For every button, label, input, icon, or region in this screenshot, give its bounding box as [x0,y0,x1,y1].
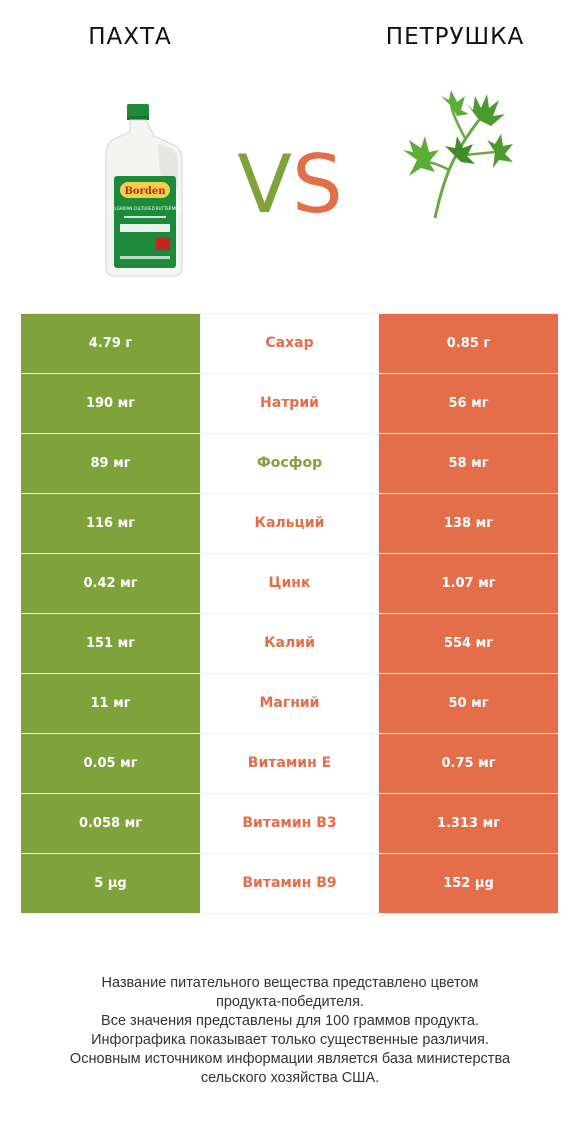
footnote-line: Название питательного вещества представл… [101,975,479,991]
jug-brand: Borden [124,186,166,197]
table-row: 4.79 г Сахар 0.85 г [21,314,558,373]
right-product-title: ПЕТРУШКА [385,24,525,50]
left-value: 116 мг [21,494,200,553]
nutrient-name: Витамин B3 [201,794,378,853]
footnote-line: Все значения представлены для 100 граммо… [101,1013,479,1029]
right-value: 152 µg [379,854,558,913]
nutrient-name: Магний [201,674,378,733]
footnote-line: сельского хозяйства США. [200,1070,380,1086]
right-value: 58 мг [379,434,558,493]
nutrient-name: Цинк [201,554,378,613]
table-row: 0.05 мг Витамин E 0.75 мг [21,734,558,793]
left-value: 5 µg [21,854,200,913]
right-value: 50 мг [379,674,558,733]
vs-v: V [237,138,292,231]
vs-s: S [291,138,343,231]
right-value: 56 мг [379,374,558,433]
right-value: 1.07 мг [379,554,558,613]
footnote-line: продукта-победителя. [215,994,365,1010]
nutrient-name: Натрий [201,374,378,433]
vs-label: VS [220,140,360,230]
nutrient-name: Витамин E [201,734,378,793]
nutrient-name: Фосфор [201,434,378,493]
left-value: 151 мг [21,614,200,673]
parsley-sprig-image [403,90,513,219]
right-value: 0.75 мг [379,734,558,793]
jug-label-text: BULGARIAN CULTURED BUTTERMILK [109,206,182,211]
left-value: 4.79 г [21,314,200,373]
table-row: 5 µg Витамин B9 152 µg [21,854,558,913]
right-value: 554 мг [379,614,558,673]
left-value: 0.42 мг [21,554,200,613]
left-value: 0.058 мг [21,794,200,853]
left-value: 89 мг [21,434,200,493]
footnote-line: Инфографика показывает только существенн… [91,1032,489,1048]
nutrient-name: Кальций [201,494,378,553]
left-value: 190 мг [21,374,200,433]
left-value: 0.05 мг [21,734,200,793]
nutrient-name: Витамин B9 [201,854,378,913]
footnote-line: Основным источником информации является … [69,1051,511,1067]
table-row: 89 мг Фосфор 58 мг [21,434,558,493]
table-row: 0.42 мг Цинк 1.07 мг [21,554,558,613]
nutrient-name: Сахар [201,314,378,373]
table-row: 151 мг Калий 554 мг [21,614,558,673]
footnote: Название питательного вещества представл… [20,974,560,1088]
nutrient-name: Калий [201,614,378,673]
table-row: 0.058 мг Витамин B3 1.313 мг [21,794,558,853]
table-row: 190 мг Натрий 56 мг [21,374,558,433]
buttermilk-jug-image: Borden BULGARIAN CULTURED BUTTERMILK [105,104,183,277]
table-row: 116 мг Кальций 138 мг [21,494,558,553]
table-row: 11 мг Магний 50 мг [21,674,558,733]
left-value: 11 мг [21,674,200,733]
comparison-table: 4.79 г Сахар 0.85 г 190 мг Натрий 56 мг 89 мг Ф… [21,313,558,914]
left-product-title: ПАХТА [88,24,172,50]
right-value: 0.85 г [379,314,558,373]
right-value: 1.313 мг [379,794,558,853]
right-value: 138 мг [379,494,558,553]
